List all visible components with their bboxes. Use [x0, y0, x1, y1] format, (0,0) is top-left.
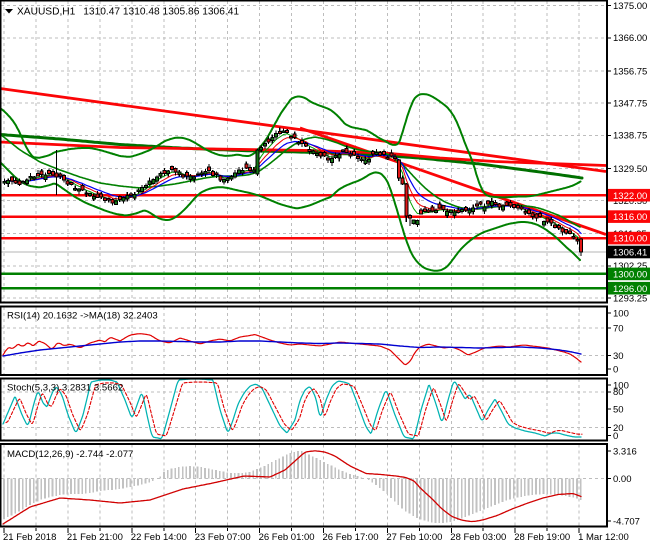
svg-text:28 Feb 03:00: 28 Feb 03:00 — [450, 532, 506, 543]
svg-text:28 Feb 19:00: 28 Feb 19:00 — [514, 532, 570, 543]
svg-text:80: 80 — [613, 387, 624, 398]
svg-text:50: 50 — [613, 404, 624, 415]
svg-text:26 Feb 01:00: 26 Feb 01:00 — [259, 532, 315, 543]
svg-text:1329.50: 1329.50 — [613, 164, 647, 175]
svg-text:1375.00: 1375.00 — [613, 1, 647, 12]
svg-text:100: 100 — [613, 380, 629, 391]
svg-text:70: 70 — [613, 323, 624, 334]
svg-text:26 Feb 17:00: 26 Feb 17:00 — [323, 532, 379, 543]
svg-text:MACD(12,26,9) -2.744 -2.077: MACD(12,26,9) -2.744 -2.077 — [7, 449, 133, 460]
svg-text:21 Feb 21:00: 21 Feb 21:00 — [67, 532, 123, 543]
svg-text:1293.25: 1293.25 — [613, 293, 647, 304]
svg-text:1306.41: 1306.41 — [613, 248, 647, 259]
svg-text:3.316: 3.316 — [613, 446, 637, 457]
svg-text:RSI(14) 20.1632 ->MA(18) 32.2: RSI(14) 20.1632 ->MA(18) 32.2403 — [7, 311, 158, 322]
svg-text:30: 30 — [613, 351, 624, 362]
svg-text:1322.00: 1322.00 — [613, 191, 647, 202]
svg-text:1366.00: 1366.00 — [613, 33, 647, 44]
svg-text:0: 0 — [613, 431, 618, 442]
svg-text:XAUUSD,H1 1310.47 1310.48 130: XAUUSD,H1 1310.47 1310.48 1305.86 1306.4… — [17, 7, 239, 18]
svg-text:Stoch(5,3,3) 3.2831 3.5662: Stoch(5,3,3) 3.2831 3.5662 — [7, 383, 123, 394]
svg-text:1338.75: 1338.75 — [613, 131, 647, 142]
svg-text:23 Feb 07:00: 23 Feb 07:00 — [195, 532, 251, 543]
svg-text:0: 0 — [613, 364, 618, 375]
svg-text:22 Feb 14:00: 22 Feb 14:00 — [131, 532, 187, 543]
svg-text:1356.75: 1356.75 — [613, 66, 647, 77]
svg-text:1347.75: 1347.75 — [613, 99, 647, 110]
svg-text:27 Feb 10:00: 27 Feb 10:00 — [386, 532, 442, 543]
svg-text:1300.00: 1300.00 — [613, 270, 647, 281]
svg-text:0.00: 0.00 — [613, 474, 632, 485]
svg-text:1302.25: 1302.25 — [613, 261, 647, 272]
svg-text:-4.707: -4.707 — [613, 516, 640, 527]
svg-text:100: 100 — [613, 309, 629, 320]
svg-text:1316.00: 1316.00 — [613, 212, 647, 223]
svg-text:21 Feb 2018: 21 Feb 2018 — [3, 532, 56, 543]
svg-text:1 Mar 12:00: 1 Mar 12:00 — [578, 532, 629, 543]
svg-text:20: 20 — [613, 423, 624, 434]
svg-text:1310.00: 1310.00 — [613, 234, 647, 245]
svg-text:1296.00: 1296.00 — [613, 284, 647, 295]
